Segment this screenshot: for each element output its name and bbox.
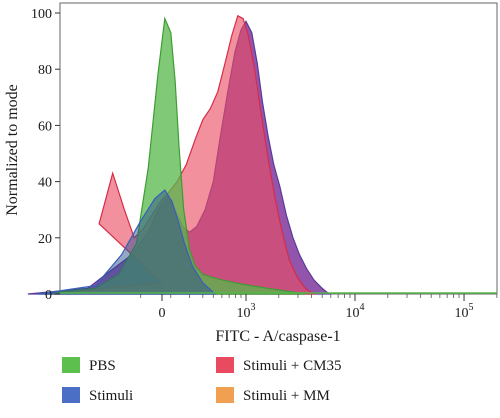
legend-label-stimuli-mm: Stimuli + MM — [243, 388, 330, 404]
y-tick-label: 0 — [45, 288, 52, 303]
y-tick-label: 20 — [38, 232, 52, 247]
y-axis-title: Normalized to mode — [4, 84, 21, 216]
y-tick-label: 40 — [38, 176, 52, 191]
x-tick-label: 104 — [346, 302, 365, 321]
x-tick-label: 103 — [237, 302, 256, 321]
x-tick-label: 105 — [455, 302, 474, 321]
series-layer — [27, 14, 497, 295]
legend: PBS Stimuli + CM35 Stimuli Stimuli + MM — [62, 357, 341, 404]
y-tick-label: 100 — [31, 7, 52, 22]
legend-label-pbs: PBS — [89, 358, 116, 374]
y-tick-label: 60 — [38, 119, 52, 134]
legend-swatch-pbs — [62, 357, 80, 373]
series-stimuli-area — [38, 189, 217, 295]
x-axis: −1030103104105 — [140, 294, 498, 321]
y-axis: 0 20 40 60 80 100 — [31, 7, 60, 303]
legend-swatch-stimuli-mm — [216, 387, 234, 403]
legend-label-stimuli-cm35: Stimuli + CM35 — [243, 358, 341, 374]
legend-label-stimuli: Stimuli — [89, 388, 133, 404]
x-axis-title: FITC - A/caspase-1 — [215, 328, 340, 345]
x-tick-label: 0 — [159, 306, 166, 321]
y-tick-label: 80 — [38, 63, 52, 78]
legend-swatch-stimuli-cm35 — [216, 357, 234, 373]
series-pbs-area — [38, 16, 306, 295]
legend-swatch-stimuli — [62, 387, 80, 403]
